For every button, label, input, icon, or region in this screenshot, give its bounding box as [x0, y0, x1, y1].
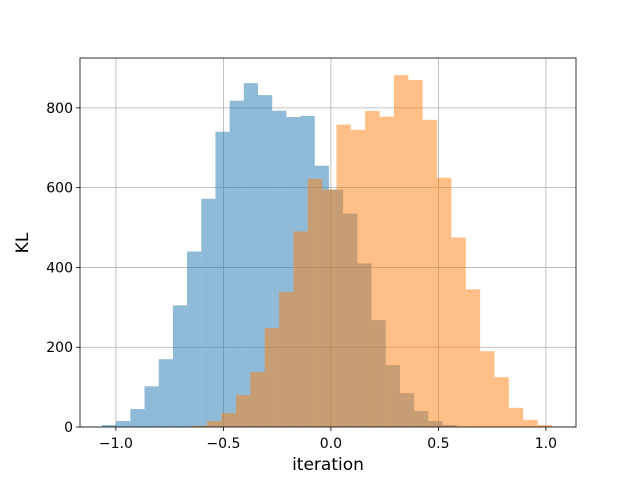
histogram-bar: [465, 289, 481, 427]
histogram-bar: [350, 129, 366, 427]
histogram-bar: [130, 409, 145, 427]
histogram-bar: [250, 371, 265, 427]
histogram-bar: [243, 83, 259, 427]
histogram-bar: [494, 377, 509, 427]
y-axis-label: KL: [13, 232, 33, 253]
histogram-bar: [437, 177, 452, 427]
histogram-bar: [116, 421, 131, 427]
histogram-bar: [422, 119, 438, 428]
histogram-bar: [393, 75, 409, 428]
histogram-bar: [187, 251, 202, 427]
x-tick-label: 0.5: [427, 436, 449, 452]
bars-layer: [101, 75, 552, 428]
axes-layer: −1.0 −0.5 0.0 0.5 1.0 0 200 400 600 800: [46, 57, 577, 452]
histogram-bar: [201, 198, 216, 427]
histogram-bar: [408, 79, 423, 427]
plot-frame: [79, 57, 577, 428]
histogram-bar: [192, 425, 208, 427]
histogram-bar: [101, 425, 117, 427]
histogram-bar: [365, 111, 380, 427]
histogram-bar: [207, 421, 222, 427]
histogram-bar: [235, 395, 251, 427]
histogram-bar: [158, 359, 173, 427]
histogram-bar: [221, 413, 236, 427]
histogram-bar: [379, 116, 394, 427]
histogram-bar: [451, 237, 466, 427]
y-tick-label: 600: [46, 181, 73, 197]
histogram-bar: [523, 419, 538, 427]
x-tick-label: 1.0: [535, 436, 557, 452]
histogram-bar: [336, 124, 351, 428]
histogram-bar: [264, 328, 280, 427]
histogram-bar: [508, 407, 524, 427]
y-tick-label: 400: [46, 260, 73, 276]
histogram-bar: [307, 178, 323, 427]
y-tick-label: 800: [46, 101, 73, 117]
histogram-bar: [144, 386, 159, 427]
x-axis-label: iteration: [292, 455, 364, 475]
histogram-bar: [215, 131, 230, 428]
histogram-bar: [279, 292, 294, 427]
x-tick-label: −1.0: [99, 436, 133, 452]
y-tick-label: 200: [46, 340, 73, 356]
histogram-bar: [293, 231, 308, 427]
x-tick-label: 0.0: [320, 436, 342, 452]
histogram-bar: [480, 351, 495, 427]
x-tick-label: −0.5: [206, 436, 240, 452]
histogram-bar: [172, 305, 188, 427]
histogram-bar: [537, 425, 552, 427]
histogram-bar: [229, 100, 244, 427]
y-tick-label: 0: [64, 420, 73, 436]
histogram-bar: [322, 189, 337, 427]
